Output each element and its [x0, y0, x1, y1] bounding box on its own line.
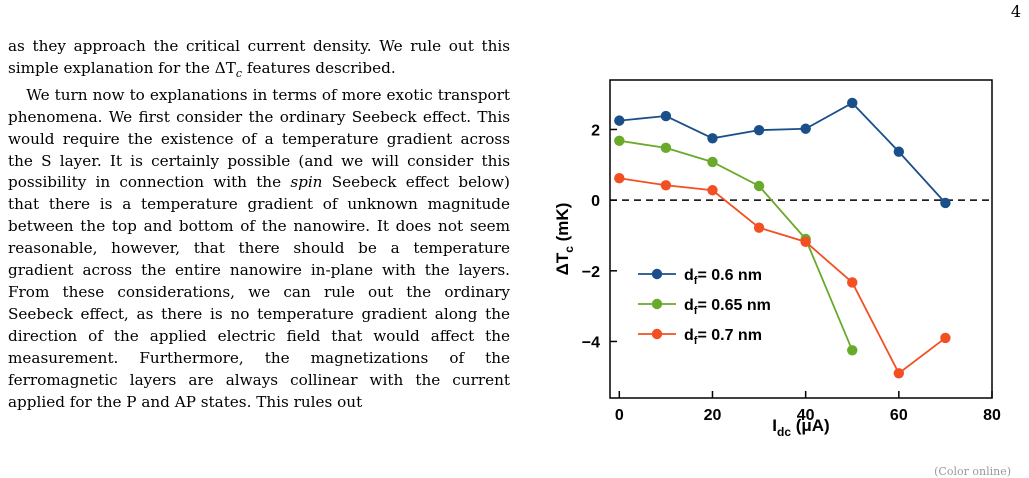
paragraph-1-line-2: this simple explanation for the ΔT	[8, 37, 511, 77]
y-axis-label: ΔTc (mK)	[553, 203, 576, 276]
series-layer	[614, 97, 951, 379]
data-point	[893, 146, 905, 157]
y-axis-label-main: ΔT	[553, 252, 572, 275]
data-point	[614, 135, 625, 146]
data-point	[614, 173, 625, 184]
data-point	[660, 142, 672, 154]
series-line	[619, 139, 854, 351]
x-axis-label-main: I	[772, 416, 777, 435]
legend-marker	[651, 298, 663, 310]
paragraph-1-end: features described.	[242, 58, 396, 77]
y-axis-label-sub: c	[562, 246, 576, 253]
legend-label: df= 0.6 nm	[684, 267, 762, 287]
legend-label-value: = 0.7 nm	[697, 327, 761, 344]
data-point	[893, 368, 905, 379]
series-line	[619, 101, 947, 204]
legend-label: df= 0.7 nm	[684, 327, 762, 347]
paragraph-2-part-1: We turn now to explanations in terms of …	[8, 85, 510, 192]
page-number: 4	[1010, 2, 1021, 21]
y-tick-label: 0	[591, 193, 600, 210]
spin-emphasis: spin	[290, 173, 323, 192]
x-tick-label: 20	[704, 407, 722, 424]
series-1	[614, 97, 951, 209]
x-tick-label: 80	[983, 407, 1001, 424]
data-point	[707, 185, 718, 196]
legend-label-sub: f	[694, 335, 698, 347]
x-axis-label-unit: (μA)	[791, 416, 830, 435]
data-point	[847, 277, 858, 288]
y-tick-label: −4	[582, 334, 600, 351]
series-2	[614, 135, 858, 356]
data-point	[753, 222, 765, 233]
data-point	[847, 97, 858, 109]
legend-label-main: d	[684, 327, 694, 344]
legend-entry-3: df= 0.7 nm	[638, 327, 762, 347]
legend-label-main: d	[684, 267, 694, 284]
axis-ticks: 0 20 40 60 80 −4 −2 0 2	[582, 122, 1001, 424]
x-axis-label-sub: dc	[777, 425, 791, 438]
data-point	[800, 123, 811, 134]
caption-fragment: (Color online)	[934, 465, 1011, 478]
legend-entry-1: df= 0.6 nm	[638, 267, 762, 287]
legend-label-main: d	[684, 297, 694, 314]
x-tick-label: 0	[615, 407, 624, 424]
series-3	[614, 173, 951, 379]
legend-entry-2: df= 0.65 nm	[638, 297, 771, 317]
body-text-column: as they approach the critical current de…	[8, 36, 510, 413]
delta-tc-subscript: c	[235, 66, 243, 80]
data-point	[940, 332, 951, 344]
x-tick-label: 60	[890, 407, 908, 424]
x-tick-label: 40	[797, 407, 815, 424]
legend-label-value: = 0.65 nm	[697, 297, 770, 314]
figure-panel: 0 20 40 60 80 −4 −2 0 2 df= 0.6 nm df= 0.65 nm df=…	[548, 78, 1018, 442]
data-point	[660, 110, 672, 122]
paragraph-2: We turn now to explanations in terms of …	[8, 85, 510, 414]
legend-marker	[651, 268, 663, 280]
plot-frame	[609, 79, 993, 399]
legend-label-sub: f	[694, 305, 698, 317]
data-point	[847, 345, 858, 356]
data-point	[940, 197, 951, 209]
paragraph-1: as they approach the critical current de…	[8, 36, 510, 85]
paragraph-1-line-1: as they approach the critical current de…	[8, 37, 474, 55]
data-point	[753, 180, 765, 192]
legend-label-value: = 0.6 nm	[697, 267, 761, 284]
data-point	[660, 180, 672, 191]
legend-marker	[651, 328, 663, 340]
data-point	[800, 236, 811, 248]
data-point	[614, 115, 625, 126]
x-axis-label: Idc (μA)	[772, 416, 829, 438]
data-point	[707, 156, 718, 168]
legend-label-sub: f	[694, 275, 698, 287]
data-point	[707, 133, 718, 144]
y-tick-label: −2	[582, 264, 600, 281]
series-line	[619, 177, 946, 375]
legend-label: df= 0.65 nm	[684, 297, 771, 317]
y-axis-label-unit: (mK)	[553, 203, 572, 246]
paragraph-2-part-2: Seebeck effect below) that there is a te…	[8, 173, 510, 411]
y-tick-label: 2	[591, 122, 600, 139]
data-point	[753, 124, 765, 136]
